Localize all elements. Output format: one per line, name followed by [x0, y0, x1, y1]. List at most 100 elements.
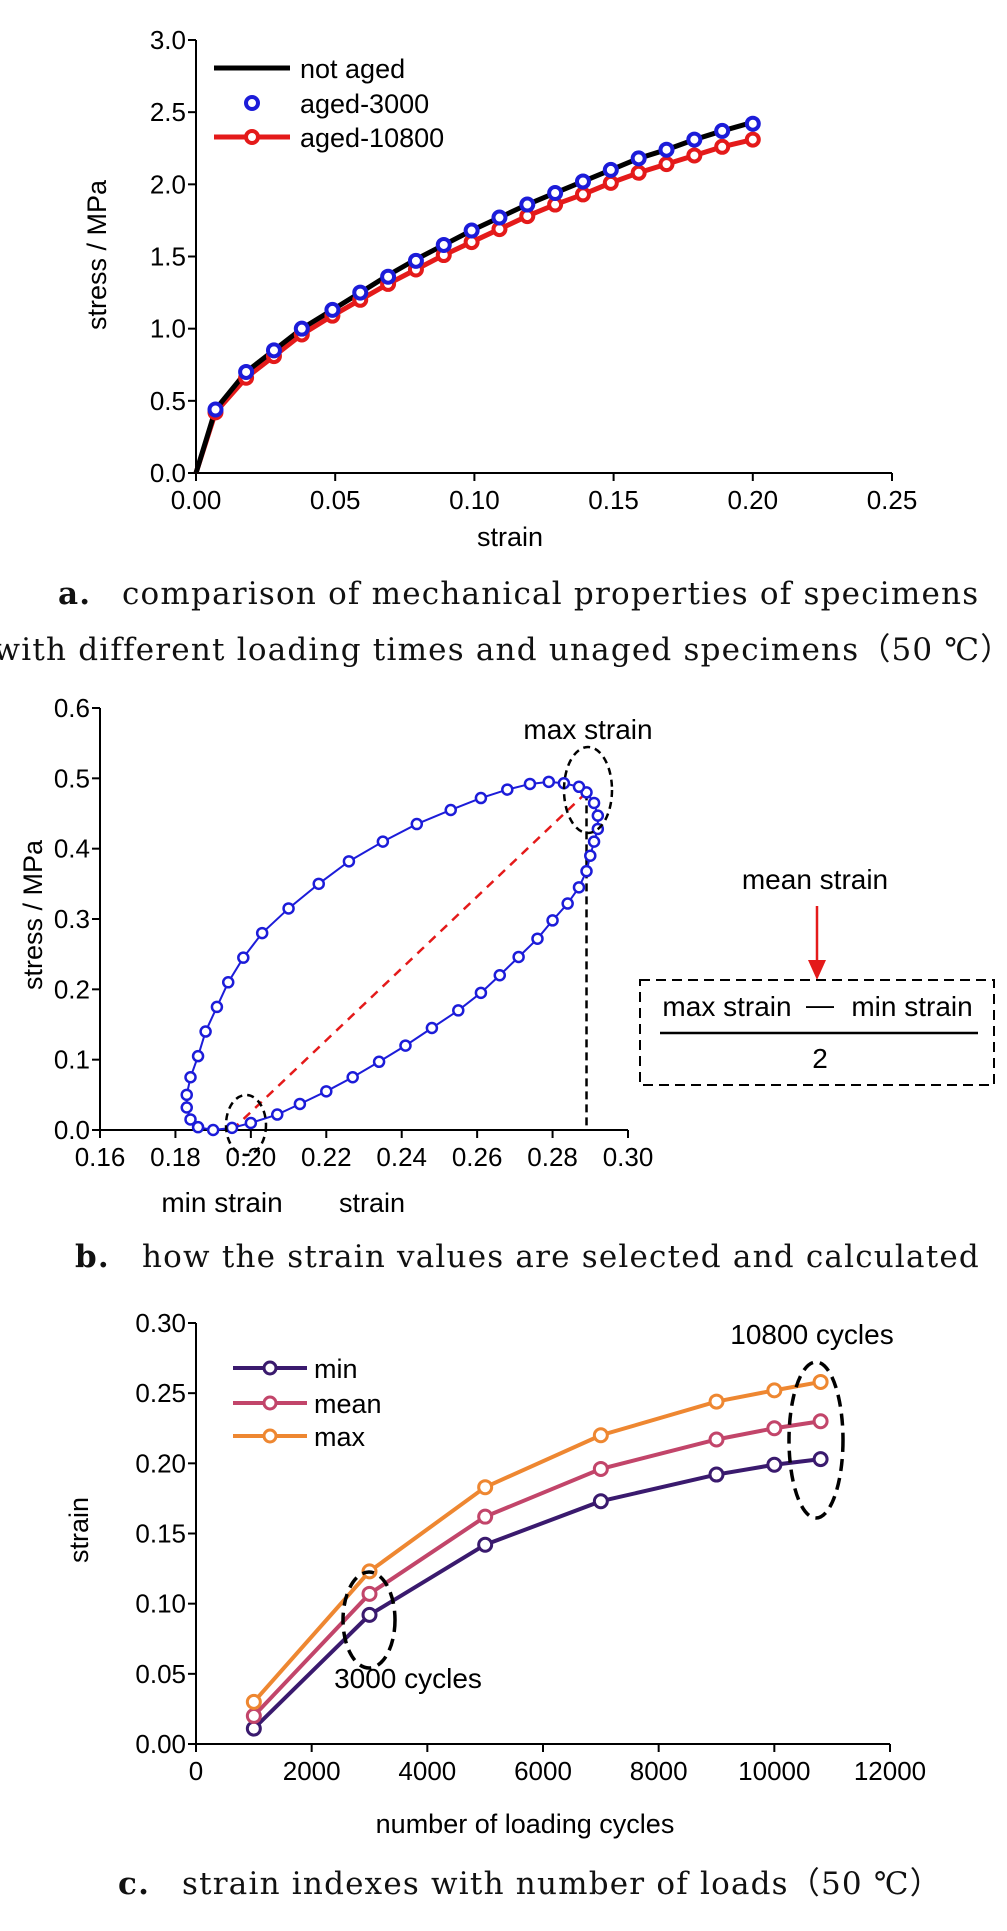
chart-b-x-tick-label: 0.16 — [75, 1142, 126, 1172]
series-aged-3000-point — [491, 209, 508, 226]
series-aged-3000-point — [435, 236, 452, 253]
hysteresis-loop-point — [180, 1088, 193, 1102]
chart-a-series — [193, 115, 761, 474]
series-aged-3000-point — [658, 141, 675, 158]
series-aged-3000-point — [324, 301, 341, 318]
series-max-point — [812, 1373, 829, 1390]
hysteresis-loop-point — [206, 1123, 220, 1137]
chart-a-x-tick-label: 0.00 — [171, 485, 222, 515]
hysteresis-loop-point — [512, 950, 525, 964]
legend-marker-mean — [262, 1395, 278, 1411]
chart-c-tick-labels: 0 2000 4000 6000 8000 10000 12000 0.00 0.05 0.10 0… — [135, 1308, 926, 1786]
series-mean-point — [245, 1707, 262, 1724]
hysteresis-loop-point — [191, 1049, 205, 1063]
series-mean-point — [361, 1585, 378, 1602]
series-aged-3000-point — [630, 150, 647, 167]
hysteresis-loop-point — [531, 932, 544, 945]
chart-a-x-tick-label: 0.15 — [588, 485, 639, 515]
formula-min-strain: min strain — [851, 991, 972, 1022]
chart-b-x-label: strain — [339, 1188, 405, 1218]
chart-c-y-tick-label: 0.00 — [135, 1729, 186, 1759]
series-aged-10800-line — [193, 137, 754, 474]
series-mean-point — [812, 1413, 829, 1430]
legend-label-not-aged: not aged — [300, 54, 405, 84]
chart-c-x-tick-label: 2000 — [283, 1756, 341, 1786]
chart-b-y-tick-label: 0.5 — [54, 763, 90, 793]
hysteresis-loop-point — [342, 855, 356, 868]
series-aged-3000-point — [547, 184, 564, 201]
hysteresis-loop-point — [410, 817, 424, 831]
min-strain-label: min strain — [161, 1187, 282, 1218]
caption-c-line1: strain indexes with number of loads（50 ℃… — [182, 1866, 942, 1902]
hysteresis-loop-point — [376, 835, 390, 848]
hysteresis-loop-point — [271, 1108, 284, 1121]
series-aged-3000-point — [407, 252, 424, 269]
chart-b-x-tick-label: 0.18 — [150, 1142, 201, 1172]
chart-c-y-tick-label: 0.25 — [135, 1378, 186, 1408]
chart-b-axes — [92, 707, 629, 1138]
chart-a: 0.00 0.05 0.10 0.15 0.20 0.25 0.0 0.5 1.0 1.5 2.0 2… — [82, 25, 917, 552]
legend-marker-aged-10800 — [244, 129, 260, 145]
series-max-point — [477, 1479, 494, 1496]
chart-c-y-tick-label: 0.30 — [135, 1308, 186, 1338]
chart-b-x-tick-label: 0.24 — [376, 1142, 427, 1172]
chart-b-x-tick-label: 0.28 — [527, 1142, 578, 1172]
caption-a-line1: comparison of mechanical properties of s… — [122, 576, 979, 612]
mean-strain-formula: mean strain max strain — min strain 2 — [639, 864, 995, 1086]
chart-a-y-tick-label: 2.5 — [150, 97, 186, 127]
chart-a-y-tick-label: 1.5 — [150, 242, 186, 272]
chart-b-x-tick-label: 0.20 — [226, 1142, 277, 1172]
caption-b-line1: how the strain values are selected and c… — [142, 1239, 980, 1275]
series-min-point — [245, 1720, 262, 1737]
chart-b-x-tick-label: 0.30 — [603, 1142, 654, 1172]
series-aged-10800-point — [630, 164, 647, 181]
series-aged-3000-point — [744, 115, 761, 132]
hysteresis-loop-point — [542, 775, 556, 789]
series-aged-10800-point — [574, 186, 591, 203]
chart-c-y-tick-label: 0.15 — [135, 1519, 186, 1549]
chart-b-y-label: stress / MPa — [18, 839, 48, 990]
series-min-point — [477, 1536, 494, 1553]
hysteresis-loop-point — [399, 1039, 412, 1052]
chart-c-x-label: number of loading cycles — [376, 1809, 675, 1839]
chart-c-y-label: strain — [64, 1497, 94, 1563]
chart-c-y-tick-label: 0.20 — [135, 1448, 186, 1478]
hysteresis-loop-point — [244, 1116, 258, 1130]
chart-c-x-tick-label: 4000 — [398, 1756, 456, 1786]
series-aged-3000-point — [352, 284, 369, 301]
hysteresis-loop-point — [199, 1025, 212, 1038]
chart-b-tick-labels: 0.16 0.18 0.20 0.22 0.24 0.26 0.28 0.30 0.0 0.1 0.… — [54, 693, 653, 1172]
chart-c-axes — [188, 1322, 891, 1752]
series-min-point — [361, 1606, 378, 1623]
hysteresis-loop-point — [452, 1004, 465, 1017]
mean-strain-arrow-head — [808, 960, 826, 980]
hysteresis-loop-point — [293, 1097, 307, 1111]
series-min-point — [766, 1456, 783, 1473]
chart-b-x-tick-label: 0.22 — [301, 1142, 352, 1172]
chart-b-y-tick-label: 0.1 — [54, 1045, 90, 1075]
caption-c-letter: c. — [118, 1866, 150, 1902]
series-aged-10800-point — [658, 156, 675, 173]
hysteresis-loop-point — [237, 951, 250, 964]
series-aged-3000-point — [380, 268, 397, 285]
chart-b-y-tick-label: 0.0 — [54, 1115, 90, 1145]
hysteresis-loop-point — [425, 1021, 439, 1035]
series-aged-10800-point — [714, 138, 731, 155]
caption-a-line2: with different loading times and unaged … — [0, 632, 1007, 668]
series-aged-10800-point — [686, 147, 703, 164]
chart-a-y-tick-label: 0.0 — [150, 458, 186, 488]
hysteresis-loop-point — [572, 881, 586, 894]
series-max-point — [766, 1382, 783, 1399]
chart-a-y-label: stress / MPa — [82, 179, 112, 330]
hysteresis-loop-point — [444, 803, 457, 817]
hysteresis-loop-point — [587, 796, 601, 810]
max-strain-ellipse — [562, 745, 614, 835]
chart-a-axes — [188, 39, 893, 481]
hysteresis-loop-point — [180, 1101, 193, 1114]
series-aged-3000-point — [686, 131, 703, 148]
chart-c-y-tick-label: 0.05 — [135, 1659, 186, 1689]
hysteresis-loop-point — [346, 1071, 359, 1084]
hysteresis-loop-point — [474, 791, 488, 805]
formula-box — [639, 979, 995, 1086]
hysteresis-loop-point — [184, 1071, 197, 1084]
